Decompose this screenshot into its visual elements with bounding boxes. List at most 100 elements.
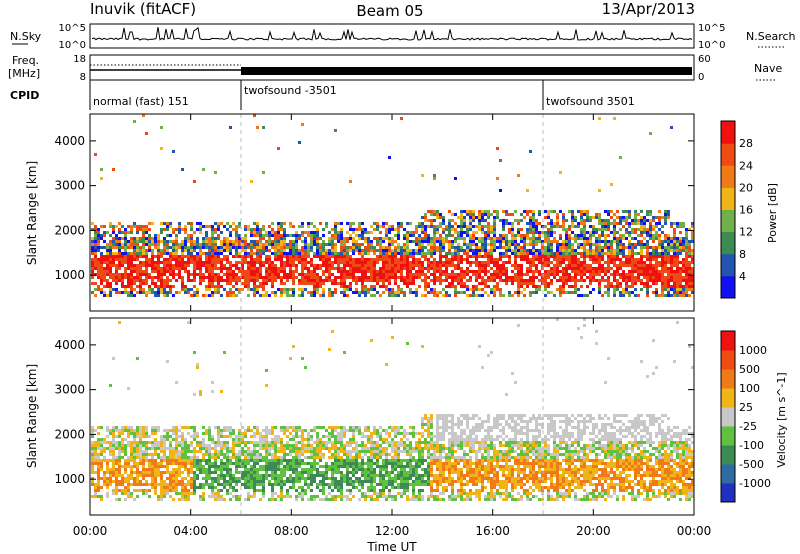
heatmap-cell xyxy=(184,477,187,480)
heatmap-cell xyxy=(328,270,331,273)
heatmap-cell xyxy=(691,222,694,225)
heatmap-cell xyxy=(532,225,535,228)
heatmap-cell xyxy=(355,243,358,246)
heatmap-cell xyxy=(598,282,601,285)
heatmap-cell xyxy=(211,390,214,393)
heatmap-cell xyxy=(376,282,379,285)
heatmap-cell xyxy=(154,282,157,285)
heatmap-cell xyxy=(604,210,607,213)
heatmap-cell xyxy=(295,234,298,237)
heatmap-cell xyxy=(280,246,283,249)
heatmap-cell xyxy=(151,255,154,258)
heatmap-cell xyxy=(346,285,349,288)
heatmap-cell xyxy=(343,276,346,279)
heatmap-cell xyxy=(382,258,385,261)
heatmap-cell xyxy=(562,225,565,228)
heatmap-cell xyxy=(682,258,685,261)
heatmap-cell xyxy=(208,237,211,240)
heatmap-cell xyxy=(178,435,181,438)
heatmap-cell xyxy=(229,261,232,264)
heatmap-cell xyxy=(244,462,247,465)
heatmap-cell xyxy=(409,291,412,294)
heatmap-cell xyxy=(568,228,571,231)
heatmap-cell xyxy=(460,249,463,252)
heatmap-cell xyxy=(469,237,472,240)
heatmap-cell xyxy=(472,213,475,216)
heatmap-cell xyxy=(142,264,145,267)
heatmap-cell xyxy=(430,240,433,243)
heatmap-cell xyxy=(115,468,118,471)
heatmap-cell xyxy=(118,435,121,438)
heatmap-cell xyxy=(427,234,430,237)
heatmap-cell xyxy=(127,225,130,228)
heatmap-cell xyxy=(487,285,490,288)
heatmap-cell xyxy=(331,252,334,255)
heatmap-cell xyxy=(646,282,649,285)
heatmap-cell xyxy=(529,264,532,267)
heatmap-cell xyxy=(205,240,208,243)
heatmap-cell xyxy=(289,273,292,276)
heatmap-cell xyxy=(379,240,382,243)
heatmap-cell xyxy=(256,480,259,483)
heatmap-cell xyxy=(337,255,340,258)
heatmap-cell xyxy=(208,282,211,285)
heatmap-cell xyxy=(556,273,559,276)
heatmap-cell xyxy=(199,267,202,270)
heatmap-cell xyxy=(532,279,535,282)
heatmap-cell xyxy=(175,252,178,255)
heatmap-cell xyxy=(109,453,112,456)
heatmap-cell xyxy=(463,222,466,225)
heatmap-cell xyxy=(589,252,592,255)
heatmap-cell xyxy=(466,288,469,291)
heatmap-cell xyxy=(430,210,433,213)
heatmap-cell xyxy=(445,264,448,267)
heatmap-cell xyxy=(253,243,256,246)
heatmap-cell xyxy=(646,255,649,258)
heatmap-cell xyxy=(121,480,124,483)
heatmap-cell xyxy=(220,495,223,498)
heatmap-cell xyxy=(238,252,241,255)
heatmap-cell xyxy=(499,288,502,291)
heatmap-cell xyxy=(199,465,202,468)
heatmap-cell xyxy=(94,453,97,456)
heatmap-cell xyxy=(433,174,436,177)
heatmap-cell xyxy=(523,288,526,291)
heatmap-cell xyxy=(583,243,586,246)
heatmap-cell xyxy=(169,477,172,480)
heatmap-cell xyxy=(442,288,445,291)
heatmap-cell xyxy=(472,231,475,234)
heatmap-cell xyxy=(382,240,385,243)
heatmap-cell xyxy=(163,222,166,225)
heatmap-cell xyxy=(667,249,670,252)
heatmap-cell xyxy=(463,258,466,261)
heatmap-cell xyxy=(262,285,265,288)
heatmap-cell xyxy=(364,276,367,279)
heatmap-cell xyxy=(475,225,478,228)
heatmap-cell xyxy=(181,471,184,474)
heatmap-cell xyxy=(583,234,586,237)
heatmap-cell xyxy=(670,255,673,258)
heatmap-cell xyxy=(361,270,364,273)
heatmap-cell xyxy=(505,249,508,252)
heatmap-cell xyxy=(127,483,130,486)
heatmap-cell xyxy=(619,282,622,285)
heatmap-cell xyxy=(280,279,283,282)
heatmap-cell xyxy=(361,222,364,225)
heatmap-cell xyxy=(220,498,223,501)
heatmap-cell xyxy=(157,249,160,252)
heatmap-cell xyxy=(571,270,574,273)
heatmap-cell xyxy=(172,453,175,456)
heatmap-cell xyxy=(520,258,523,261)
heatmap-cell xyxy=(292,234,295,237)
heatmap-cell xyxy=(265,447,268,450)
heatmap-cell xyxy=(250,231,253,234)
heatmap-cell xyxy=(148,234,151,237)
heatmap-cell xyxy=(463,225,466,228)
heatmap-cell xyxy=(601,267,604,270)
heatmap-cell xyxy=(646,231,649,234)
heatmap-cell xyxy=(253,489,256,492)
heatmap-cell xyxy=(229,471,232,474)
heatmap-cell xyxy=(151,444,154,447)
heatmap-cell xyxy=(241,258,244,261)
